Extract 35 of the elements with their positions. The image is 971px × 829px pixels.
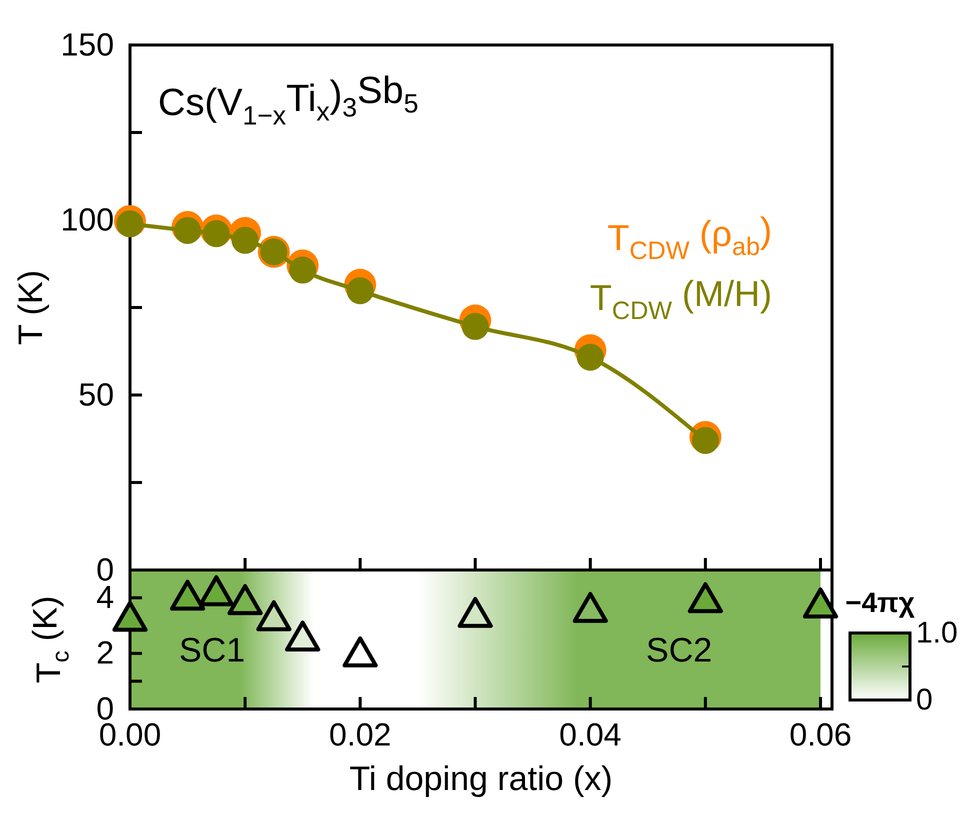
point (289, 256, 316, 284)
color-bar-label: 0 (916, 684, 933, 717)
band-label: SC2 (646, 632, 712, 670)
color-bar-label: 1.0 (916, 616, 958, 650)
x-tick-label: 0.06 (789, 716, 852, 753)
point (170, 580, 206, 611)
y-tick-label: 150 (60, 26, 114, 62)
point (458, 596, 493, 628)
color-bar-title: −4πχ (845, 587, 915, 618)
y-tick-label: 50 (78, 376, 114, 412)
y-axis-title: T (K) (12, 270, 50, 345)
point (256, 600, 292, 632)
x-tick-label: 0.02 (329, 716, 392, 753)
point (342, 636, 378, 668)
band-label: SC1 (178, 632, 246, 670)
series-label: T$_{CDW}$ (M/H) (590, 273, 772, 325)
point (232, 226, 259, 254)
series-label: T$_{CDW}$ (ρ$_{ab}$) (607, 209, 772, 265)
point (228, 584, 263, 616)
point (572, 592, 608, 623)
point (112, 600, 148, 632)
x-axis-title: Ti doping ratio (x) (349, 760, 613, 798)
point (462, 312, 489, 340)
text: Cs(V$_{1−x}$Ti$_{x}$)$_{3}$Sb$_{5}$ (158, 70, 418, 130)
point (576, 344, 604, 371)
y-tick-label: 100 (60, 201, 114, 238)
x-tick-label: 0.04 (559, 716, 622, 753)
point (198, 575, 234, 606)
point (802, 587, 838, 618)
point (346, 277, 374, 304)
y-tick-label: 2 (96, 634, 114, 671)
point (688, 582, 723, 614)
y-tick-label: 0 (96, 551, 114, 588)
point (285, 620, 320, 652)
point (202, 220, 230, 248)
